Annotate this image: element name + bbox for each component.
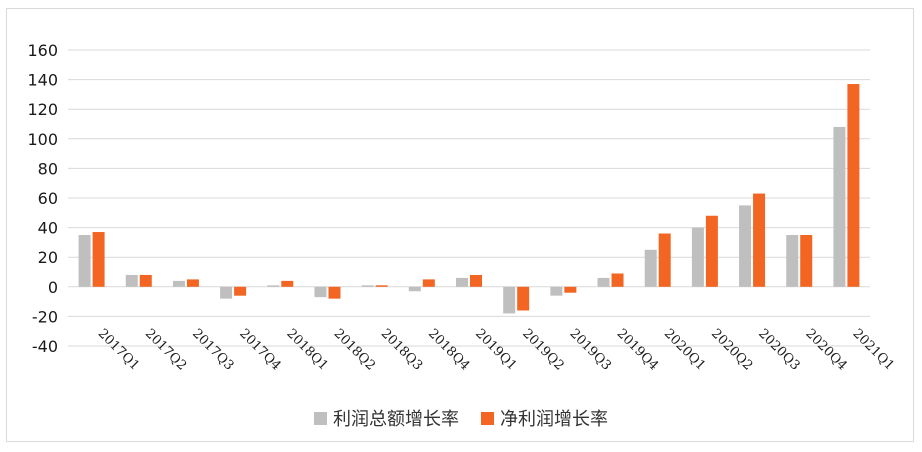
y-tick-label: -40: [32, 337, 58, 356]
x-tick-label: 2019Q3: [567, 326, 614, 373]
bar-profit-total-2017Q1: [78, 235, 91, 287]
bar-profit-total-2020Q3: [739, 205, 752, 287]
x-tick-label: 2021Q1: [850, 326, 897, 373]
bar-net-profit-2018Q2: [328, 286, 341, 299]
bar-profit-total-2020Q2: [691, 227, 704, 287]
x-tick-label: 2019Q4: [614, 326, 661, 373]
x-tick-label: 2019Q1: [472, 326, 519, 373]
x-tick-label: 2018Q3: [378, 326, 425, 373]
bar-net-profit-2019Q1: [470, 274, 482, 287]
y-tick-label: 60: [38, 189, 58, 208]
bar-net-profit-2017Q3: [186, 279, 199, 287]
bar-profit-total-2019Q1: [456, 277, 468, 287]
grid-lines: [68, 49, 870, 347]
x-tick-label: 2020Q3: [755, 326, 802, 373]
y-tick-label: -20: [32, 307, 58, 326]
y-tick-label: 80: [38, 159, 58, 178]
bar-profit-total-2017Q2: [125, 274, 138, 287]
bar-profit-total-2020Q1: [644, 249, 657, 287]
bar-net-profit-2017Q2: [139, 274, 152, 287]
y-axis: 160 140 120 100 80 60 40 20 0 -20 -40: [27, 41, 58, 356]
bar-profit-total-2019Q2: [503, 286, 516, 314]
bar-net-profit-2020Q1: [658, 233, 671, 287]
y-tick-label: 0: [48, 278, 58, 297]
y-tick-label: 160: [27, 41, 58, 60]
bar-profit-total-2019Q4: [597, 277, 610, 287]
bar-net-profit-2017Q4: [234, 286, 247, 296]
y-tick-label: 140: [27, 71, 58, 90]
legend-label-net-profit: 净利润增长率: [500, 409, 608, 430]
bar-net-profit-2018Q1: [281, 280, 294, 287]
bar-profit-total-2018Q2: [314, 286, 327, 298]
x-tick-label: 2018Q2: [331, 326, 378, 373]
bar-net-profit-2021Q1: [847, 84, 860, 287]
bar-profit-total-2020Q4: [786, 235, 799, 287]
legend-label-profit-total: 利润总额增长率: [333, 409, 459, 430]
x-tick-label: 2017Q3: [189, 326, 236, 373]
bar-profit-total-2018Q3: [361, 285, 374, 287]
bar-net-profit-2018Q4: [422, 279, 435, 287]
legend: 利润总额增长率 净利润增长率: [0, 405, 922, 431]
bar-chart: 160 140 120 100 80 60 40 20 0 -20 -40 2017Q1 2017Q2…: [27, 41, 897, 374]
bar-net-profit-2019Q3: [564, 286, 577, 293]
bar-net-profit-2020Q3: [753, 193, 766, 287]
x-tick-label: 2020Q2: [708, 326, 755, 373]
bar-profit-total-2017Q4: [220, 286, 233, 299]
legend-item-profit-total: 利润总额增长率: [314, 405, 459, 431]
bar-net-profit-2019Q4: [611, 273, 624, 287]
x-tick-label: 2020Q4: [802, 326, 849, 373]
bar-net-profit-2017Q1: [92, 232, 105, 287]
bar-profit-total-2019Q3: [550, 286, 563, 296]
bar-profit-total-2021Q1: [833, 126, 846, 287]
bar-net-profit-2020Q4: [800, 235, 813, 287]
bar-net-profit-2018Q3: [375, 285, 388, 287]
x-axis: 2017Q1 2017Q2 2017Q3 2017Q4 2018Q1 2018Q2 2018…: [95, 326, 897, 373]
x-tick-label: 2019Q2: [519, 326, 566, 373]
y-tick-label: 100: [27, 130, 58, 149]
bar-profit-total-2017Q3: [172, 280, 185, 287]
x-tick-label: 2017Q4: [236, 326, 283, 373]
bars: [78, 84, 860, 314]
x-tick-label: 2018Q4: [425, 326, 472, 373]
legend-item-net-profit: 净利润增长率: [481, 405, 608, 431]
y-tick-label: 40: [38, 219, 58, 238]
bar-net-profit-2019Q2: [517, 286, 530, 311]
bar-net-profit-2020Q2: [705, 215, 718, 287]
bar-profit-total-2018Q4: [408, 286, 421, 292]
x-tick-label: 2017Q2: [142, 326, 189, 373]
x-tick-label: 2018Q1: [283, 326, 330, 373]
x-tick-label: 2017Q1: [95, 326, 142, 373]
y-tick-label: 20: [38, 248, 58, 267]
legend-swatch-net-profit: [481, 411, 494, 425]
y-tick-label: 120: [27, 100, 58, 119]
bar-profit-total-2018Q1: [267, 285, 280, 287]
x-tick-label: 2020Q1: [661, 326, 708, 373]
legend-swatch-profit-total: [314, 411, 327, 425]
